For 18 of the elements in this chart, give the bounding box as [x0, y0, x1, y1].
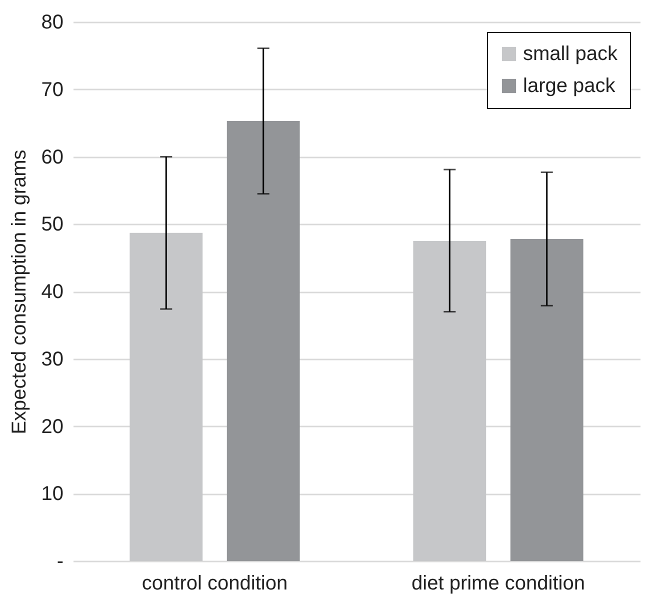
- y-axis-title: Expected consumption in grams: [8, 150, 30, 434]
- y-tick-label: 80: [41, 12, 64, 34]
- bar: [413, 240, 486, 561]
- bar: [226, 121, 300, 561]
- legend-label: small pack: [523, 43, 618, 65]
- y-tick-label: 50: [41, 214, 64, 236]
- bar: [510, 238, 584, 561]
- x-tick-label: control condition: [142, 572, 288, 594]
- y-tick-label: 70: [41, 78, 64, 101]
- y-tick-label: 10: [41, 483, 64, 506]
- y-tick-label: 60: [41, 146, 64, 168]
- y-tick-label: 40: [41, 281, 64, 303]
- bar: [130, 232, 203, 561]
- y-tick-label: -: [56, 550, 64, 572]
- x-tick-label: diet prime condition: [412, 572, 585, 594]
- legend-label: large pack: [523, 75, 616, 97]
- y-tick-label: 20: [41, 416, 64, 438]
- y-tick-label: 30: [41, 348, 64, 370]
